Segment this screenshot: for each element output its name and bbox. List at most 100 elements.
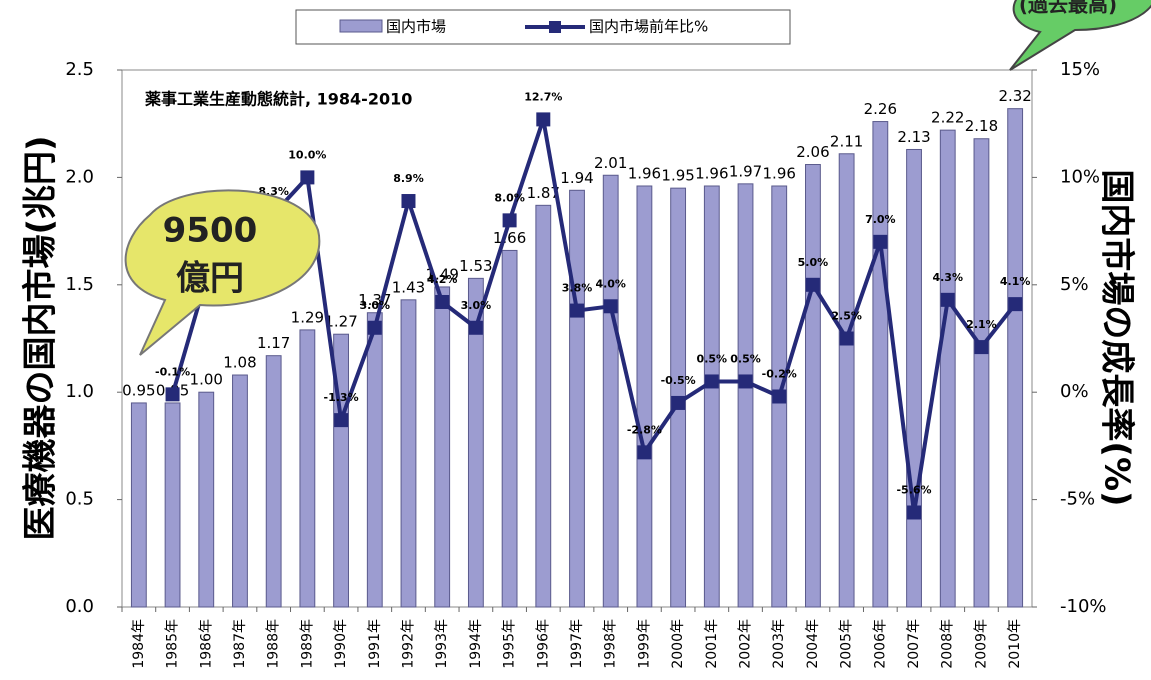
data-label: 0.5% <box>697 352 728 365</box>
data-label: 3.0% <box>360 299 391 312</box>
line-marker <box>435 294 450 309</box>
data-label: 1.27 <box>324 313 357 331</box>
data-label: 1.95 <box>661 167 694 185</box>
x-tick-label: 2007年 <box>906 619 922 669</box>
x-tick-label: 1994年 <box>468 619 484 669</box>
data-label: 12.7% <box>524 90 562 103</box>
callout-text: (過去最高) <box>1019 0 1117 17</box>
line-marker <box>165 387 180 402</box>
x-tick-label: 1987年 <box>232 619 248 669</box>
x-tick-label: 1991年 <box>367 619 383 669</box>
data-label: -0.1% <box>155 365 190 378</box>
data-label: 1.17 <box>257 334 290 352</box>
data-label: 10.0% <box>288 148 326 161</box>
line-marker <box>704 374 719 389</box>
x-tick-label: 1988年 <box>266 619 282 669</box>
y2-axis-title: 国内市場の成長率(%) <box>1097 169 1137 506</box>
data-label: 1.87 <box>527 184 560 202</box>
data-label: 4.3% <box>932 271 963 284</box>
bar <box>400 299 417 608</box>
bar <box>198 391 215 608</box>
bar <box>1007 108 1024 608</box>
bar <box>164 402 181 608</box>
data-label: 2.32 <box>998 87 1031 105</box>
x-tick-label: 1985年 <box>165 619 181 669</box>
x-tick-label: 1986年 <box>198 619 214 669</box>
y-tick-label: 0.5 <box>65 489 94 510</box>
data-label: 2.22 <box>931 109 964 127</box>
data-label: 2.13 <box>897 128 930 146</box>
line-marker <box>367 320 382 335</box>
y2-tick-label: 5% <box>1060 274 1089 295</box>
y2-tick-label: -10% <box>1060 596 1107 617</box>
data-label: 2.01 <box>594 154 627 172</box>
data-label: 1.96 <box>695 164 728 182</box>
line-marker <box>974 340 989 355</box>
x-tick-label: 2000年 <box>670 619 686 669</box>
legend-swatch <box>549 21 561 33</box>
line-marker <box>300 170 315 185</box>
bar <box>973 138 990 608</box>
data-label: 1.96 <box>628 164 661 182</box>
x-tick-label: 2008年 <box>940 619 956 669</box>
line-marker <box>940 292 955 307</box>
x-tick-label: 2009年 <box>973 619 989 669</box>
bar <box>535 204 552 608</box>
line-marker <box>570 303 584 318</box>
line-marker <box>772 389 787 404</box>
bar <box>467 277 484 608</box>
bar <box>737 183 754 608</box>
y-tick-label: 0.0 <box>65 596 94 617</box>
data-label: 7.0% <box>865 213 896 226</box>
data-label: 1.43 <box>392 278 425 296</box>
x-tick-label: 1996年 <box>535 619 551 669</box>
x-tick-label: 2004年 <box>805 619 821 669</box>
line-marker <box>536 112 551 127</box>
data-label: 1.94 <box>560 169 593 187</box>
line-marker <box>502 213 517 228</box>
bar <box>366 312 383 608</box>
data-label: 1.53 <box>459 257 492 275</box>
bar <box>265 355 282 608</box>
data-label: 4.2% <box>427 273 458 286</box>
data-label: 2.1% <box>966 318 997 331</box>
x-tick-label: 1993年 <box>434 619 450 669</box>
bar <box>569 189 585 608</box>
x-tick-label: 1990年 <box>333 619 349 669</box>
data-label: 2.18 <box>965 117 998 135</box>
y2-tick-label: 10% <box>1060 166 1100 187</box>
y2-tick-label: 15% <box>1060 59 1100 80</box>
line-marker <box>1008 297 1023 312</box>
line-marker <box>839 331 854 346</box>
data-label: -2.8% <box>627 423 662 436</box>
data-label: 3.8% <box>562 282 593 295</box>
data-label: 2.26 <box>864 100 897 118</box>
line-marker <box>873 234 888 249</box>
line-marker <box>468 320 483 335</box>
y-tick-label: 1.0 <box>65 381 94 402</box>
x-tick-label: 1984年 <box>131 619 147 669</box>
callout <box>124 189 321 356</box>
line-marker <box>738 374 753 389</box>
line-marker <box>805 277 820 292</box>
line <box>170 118 1017 513</box>
data-label: 2.06 <box>796 143 829 161</box>
data-label: -0.5% <box>661 374 696 387</box>
data-label: -5.6% <box>896 483 931 496</box>
data-label: 1.96 <box>763 164 796 182</box>
data-label: -0.2% <box>762 367 797 380</box>
x-tick-label: 1989年 <box>299 619 315 669</box>
y-tick-label: 2.0 <box>65 166 94 187</box>
y2-tick-label: -5% <box>1060 489 1095 510</box>
x-tick-label: 2002年 <box>738 619 754 669</box>
bar <box>299 329 316 608</box>
x-tick-label: 1992年 <box>400 619 416 669</box>
data-label: 0.5% <box>730 352 761 365</box>
bar <box>130 402 147 608</box>
callout-text: 億円 <box>176 259 244 299</box>
data-label: 1.08 <box>223 354 256 372</box>
line-marker <box>603 299 618 314</box>
bar <box>838 153 855 608</box>
x-tick-label: 2006年 <box>872 619 888 669</box>
